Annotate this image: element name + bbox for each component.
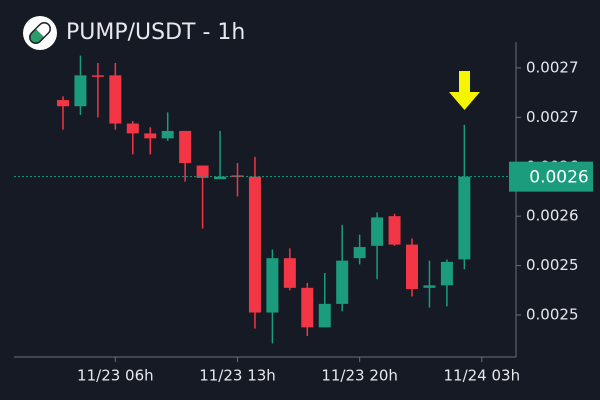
candle-body bbox=[126, 123, 139, 134]
candle-body bbox=[301, 287, 314, 328]
candle-body bbox=[74, 75, 87, 107]
candle-body bbox=[336, 260, 349, 304]
chart-title: PUMP/USDT - 1h bbox=[66, 20, 245, 45]
candle-body bbox=[283, 258, 296, 288]
logo bbox=[23, 16, 57, 50]
price-label-box bbox=[509, 161, 593, 192]
candle-body bbox=[266, 258, 279, 313]
candle-body bbox=[161, 130, 174, 139]
x-tick-label: 11/24 03h bbox=[444, 367, 521, 385]
candle-body bbox=[406, 244, 418, 290]
x-tick-label: 11/23 13h bbox=[199, 367, 276, 385]
candle-body bbox=[458, 176, 471, 260]
candle-body bbox=[318, 303, 331, 328]
price-label: 0.0026 bbox=[529, 168, 588, 188]
candle-body bbox=[231, 175, 244, 177]
candle-body bbox=[440, 261, 453, 286]
candle-body bbox=[91, 75, 104, 77]
y-tick-label: 0.0025 bbox=[526, 256, 579, 274]
x-tick-label: 11/23 20h bbox=[321, 367, 398, 385]
annotation-arrow bbox=[449, 71, 480, 110]
x-tick-label: 11/23 06h bbox=[77, 367, 154, 385]
y-tick-label: 0.0025 bbox=[526, 306, 579, 324]
y-tick-label: 0.0026 bbox=[526, 207, 579, 225]
candle-body bbox=[144, 133, 157, 139]
candle-body bbox=[353, 247, 366, 259]
candle-body bbox=[109, 75, 122, 124]
candle-body bbox=[179, 130, 192, 164]
candle-body bbox=[196, 165, 209, 178]
candle-body bbox=[248, 176, 261, 313]
y-tick-label: 0.0027 bbox=[526, 108, 579, 126]
candle-body bbox=[371, 217, 384, 246]
candle-body bbox=[57, 100, 69, 107]
candle-body bbox=[214, 176, 227, 180]
candle-body bbox=[423, 285, 436, 288]
y-tick-label: 0.0027 bbox=[526, 58, 579, 76]
candle-body bbox=[388, 216, 401, 245]
